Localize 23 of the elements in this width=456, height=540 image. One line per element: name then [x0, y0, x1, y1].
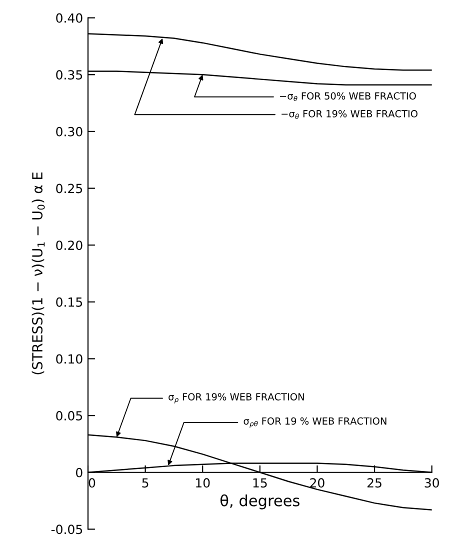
x-tick-label: 30 — [424, 478, 439, 488]
annotation: σ$_{ρθ}$ FOR 19 % WEB FRACTION — [244, 417, 386, 428]
x-tick-label: 0 — [88, 478, 96, 488]
y-tick-label: 0.35 — [56, 70, 82, 80]
x-tick-label: 20 — [310, 478, 324, 488]
y-tick-label: 0.05 — [56, 411, 82, 420]
y-tick-label: -0.05 — [51, 524, 82, 534]
x-tick-label: 10 — [196, 478, 210, 488]
y-tick-label: 0.10 — [56, 354, 82, 364]
y-tick-label: 0.30 — [56, 126, 82, 136]
y-tick-label: 0.25 — [56, 184, 82, 194]
annotation: −σ$_{θ}$ FOR 19% WEB FRACTIO — [282, 110, 418, 119]
y-tick-label: 0.15 — [56, 297, 82, 307]
x-axis-title: θ, degrees — [220, 494, 300, 510]
annotation: −σ$_{θ}$ FOR 50% WEB FRACTIO — [280, 92, 416, 102]
x-tick-label: 5 — [142, 478, 148, 488]
y-tick-label: 0.20 — [56, 240, 82, 250]
x-tick-label: 25 — [367, 478, 382, 488]
y-tick-label: 0 — [76, 468, 82, 478]
y-axis-title: (STRESS)(1 − ν)(U$_{1}$ − U$_{0}$) α E — [32, 172, 45, 374]
annotation: σ$_{ρ}$ FOR 19% WEB FRACTION — [168, 393, 304, 404]
x-tick-label: 15 — [253, 478, 267, 488]
y-tick-label: 0.40 — [56, 13, 82, 23]
